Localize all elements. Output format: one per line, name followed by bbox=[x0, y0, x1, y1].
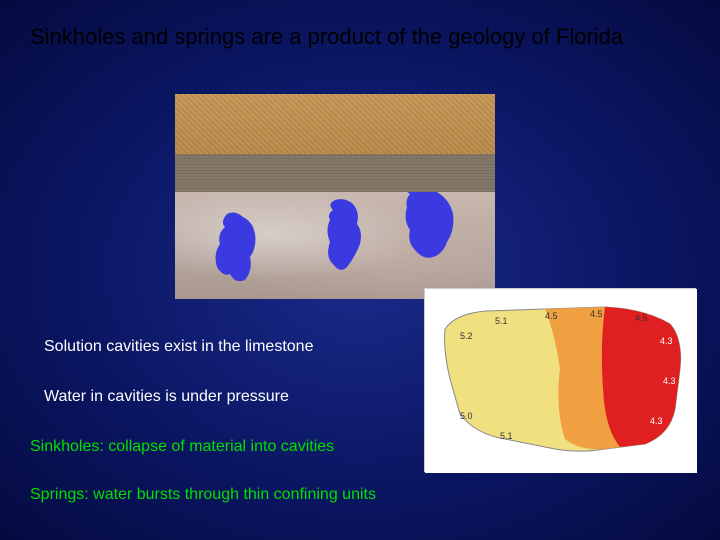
text-solution-cavities: Solution cavities exist in the limestone bbox=[44, 338, 313, 356]
map-label: 4.3 bbox=[663, 376, 676, 386]
limestone-layer bbox=[175, 192, 495, 299]
soil-layer bbox=[175, 94, 495, 154]
us-ph-map: 5.2 5.1 4.5 4.5 4.5 4.3 4.3 4.3 5.0 5.1 bbox=[424, 288, 696, 472]
us-map-svg: 5.2 5.1 4.5 4.5 4.5 4.3 4.3 4.3 5.0 5.1 bbox=[425, 289, 697, 473]
cavity-shape-2 bbox=[328, 199, 362, 270]
map-label: 4.3 bbox=[660, 336, 673, 346]
text-springs: Springs: water bursts through thin confi… bbox=[30, 486, 376, 504]
cavity-shape-1 bbox=[216, 213, 256, 282]
map-label: 4.3 bbox=[650, 416, 663, 426]
map-label: 5.1 bbox=[500, 431, 513, 441]
text-water-pressure: Water in cavities is under pressure bbox=[44, 388, 289, 406]
text-sinkholes: Sinkholes: collapse of material into cav… bbox=[30, 438, 334, 456]
confining-clay-layer bbox=[175, 154, 495, 192]
map-label: 4.5 bbox=[590, 309, 603, 319]
map-label: 5.1 bbox=[495, 316, 508, 326]
map-label: 5.0 bbox=[460, 411, 473, 421]
map-label: 5.2 bbox=[460, 331, 473, 341]
slide-title: Sinkholes and springs are a product of t… bbox=[30, 24, 690, 50]
cavities-svg bbox=[175, 192, 495, 299]
map-label: 4.5 bbox=[545, 311, 558, 321]
map-label: 4.5 bbox=[635, 313, 648, 323]
geology-cross-section-diagram bbox=[175, 94, 495, 299]
cavity-shape-3 bbox=[406, 192, 454, 258]
